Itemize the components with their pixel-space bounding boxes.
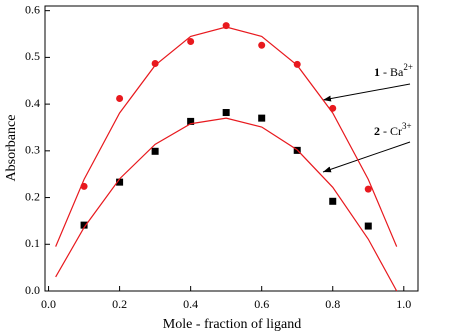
data-point <box>364 185 372 193</box>
fit-curve <box>55 26 398 247</box>
data-point <box>187 117 195 125</box>
y-axis-label: Absorbance <box>4 115 19 182</box>
data-point <box>329 197 337 205</box>
y-tick-label: 0.4 <box>25 96 40 110</box>
y-tick-label: 0.6 <box>25 2 40 16</box>
annotation-arrow <box>322 83 411 102</box>
y-tick-label: 0.0 <box>25 283 40 297</box>
data-point <box>329 104 337 112</box>
data-point <box>222 109 230 117</box>
y-tick-label: 0.1 <box>25 236 40 250</box>
annotation-text: - Cr <box>380 124 402 138</box>
annotation-number: 1 <box>374 65 380 79</box>
annotation-sup: 3+ <box>402 121 412 131</box>
annotation-number: 2 <box>374 124 380 138</box>
x-tick-label: 0.8 <box>325 297 340 311</box>
x-axis-label: Mole - fraction of ligand <box>163 317 301 332</box>
y-tick-label: 0.2 <box>25 189 40 203</box>
annotation-text: - Ba <box>380 65 404 79</box>
data-point <box>151 59 159 67</box>
data-point <box>151 147 159 155</box>
y-tick-label: 0.5 <box>25 49 40 63</box>
annotation-arrow <box>322 141 411 173</box>
x-tick-label: 1.0 <box>396 297 411 311</box>
x-tick-label: 0.6 <box>254 297 269 311</box>
x-tick-label: 0.4 <box>183 297 198 311</box>
data-point <box>293 60 301 68</box>
fit-curve <box>55 117 398 292</box>
x-tick-label: 0.0 <box>41 297 56 311</box>
x-tick-label: 0.2 <box>112 297 127 311</box>
data-point <box>116 95 124 103</box>
annotation: 2 - Cr3+ <box>374 121 412 138</box>
data-point <box>187 38 195 46</box>
annotation: 1 - Ba2+ <box>374 62 413 79</box>
annotation-sup: 2+ <box>403 62 413 72</box>
data-point <box>116 178 124 186</box>
data-point <box>364 222 372 230</box>
data-point <box>258 114 266 122</box>
data-point <box>258 41 266 49</box>
plot-frame <box>44 5 419 292</box>
y-tick-label: 0.3 <box>25 143 40 157</box>
data-point <box>80 221 88 229</box>
